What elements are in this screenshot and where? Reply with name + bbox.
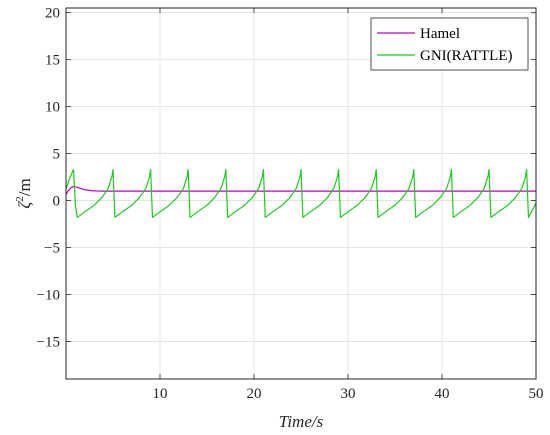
series-layer [65,168,537,219]
y-tick-label: 5 [53,147,61,163]
y-tick-label: −15 [37,334,60,350]
grid-lines [66,8,537,379]
x-tick-label: 30 [341,386,356,402]
legend-label-gni-rattle: GNI(RATTLE) [420,48,512,64]
y-tick-labels: −15 −10 −5 0 5 10 15 20 [37,6,60,351]
y-axis-label-unit: /m [15,178,34,196]
y-tick-label: −10 [37,287,60,303]
y-axis-label: ζ2/m [14,178,34,208]
y-tick-label: 0 [53,194,61,210]
tick-marks [66,8,537,379]
y-tick-label: 20 [45,6,60,22]
y-tick-label: −5 [44,241,60,257]
y-tick-label: 15 [45,53,60,69]
y-axis-label-superscript: 2 [14,196,26,202]
x-tick-label: 20 [247,386,262,402]
series-line-1 [65,168,537,219]
y-tick-label: 10 [45,100,60,116]
x-axis-label: Time/s [279,412,324,431]
legend-label-hamel: Hamel [420,26,460,42]
y-axis-label-symbol: ζ [15,201,34,209]
x-tick-label: 50 [529,386,544,402]
legend: Hamel GNI(RATTLE) [370,17,529,71]
x-tick-labels: 10 20 30 40 50 [153,386,544,402]
x-tick-label: 40 [435,386,450,402]
plot-frame [65,7,537,380]
series-line-0 [65,185,536,196]
x-tick-label: 10 [153,386,168,402]
legend-box [370,17,529,71]
